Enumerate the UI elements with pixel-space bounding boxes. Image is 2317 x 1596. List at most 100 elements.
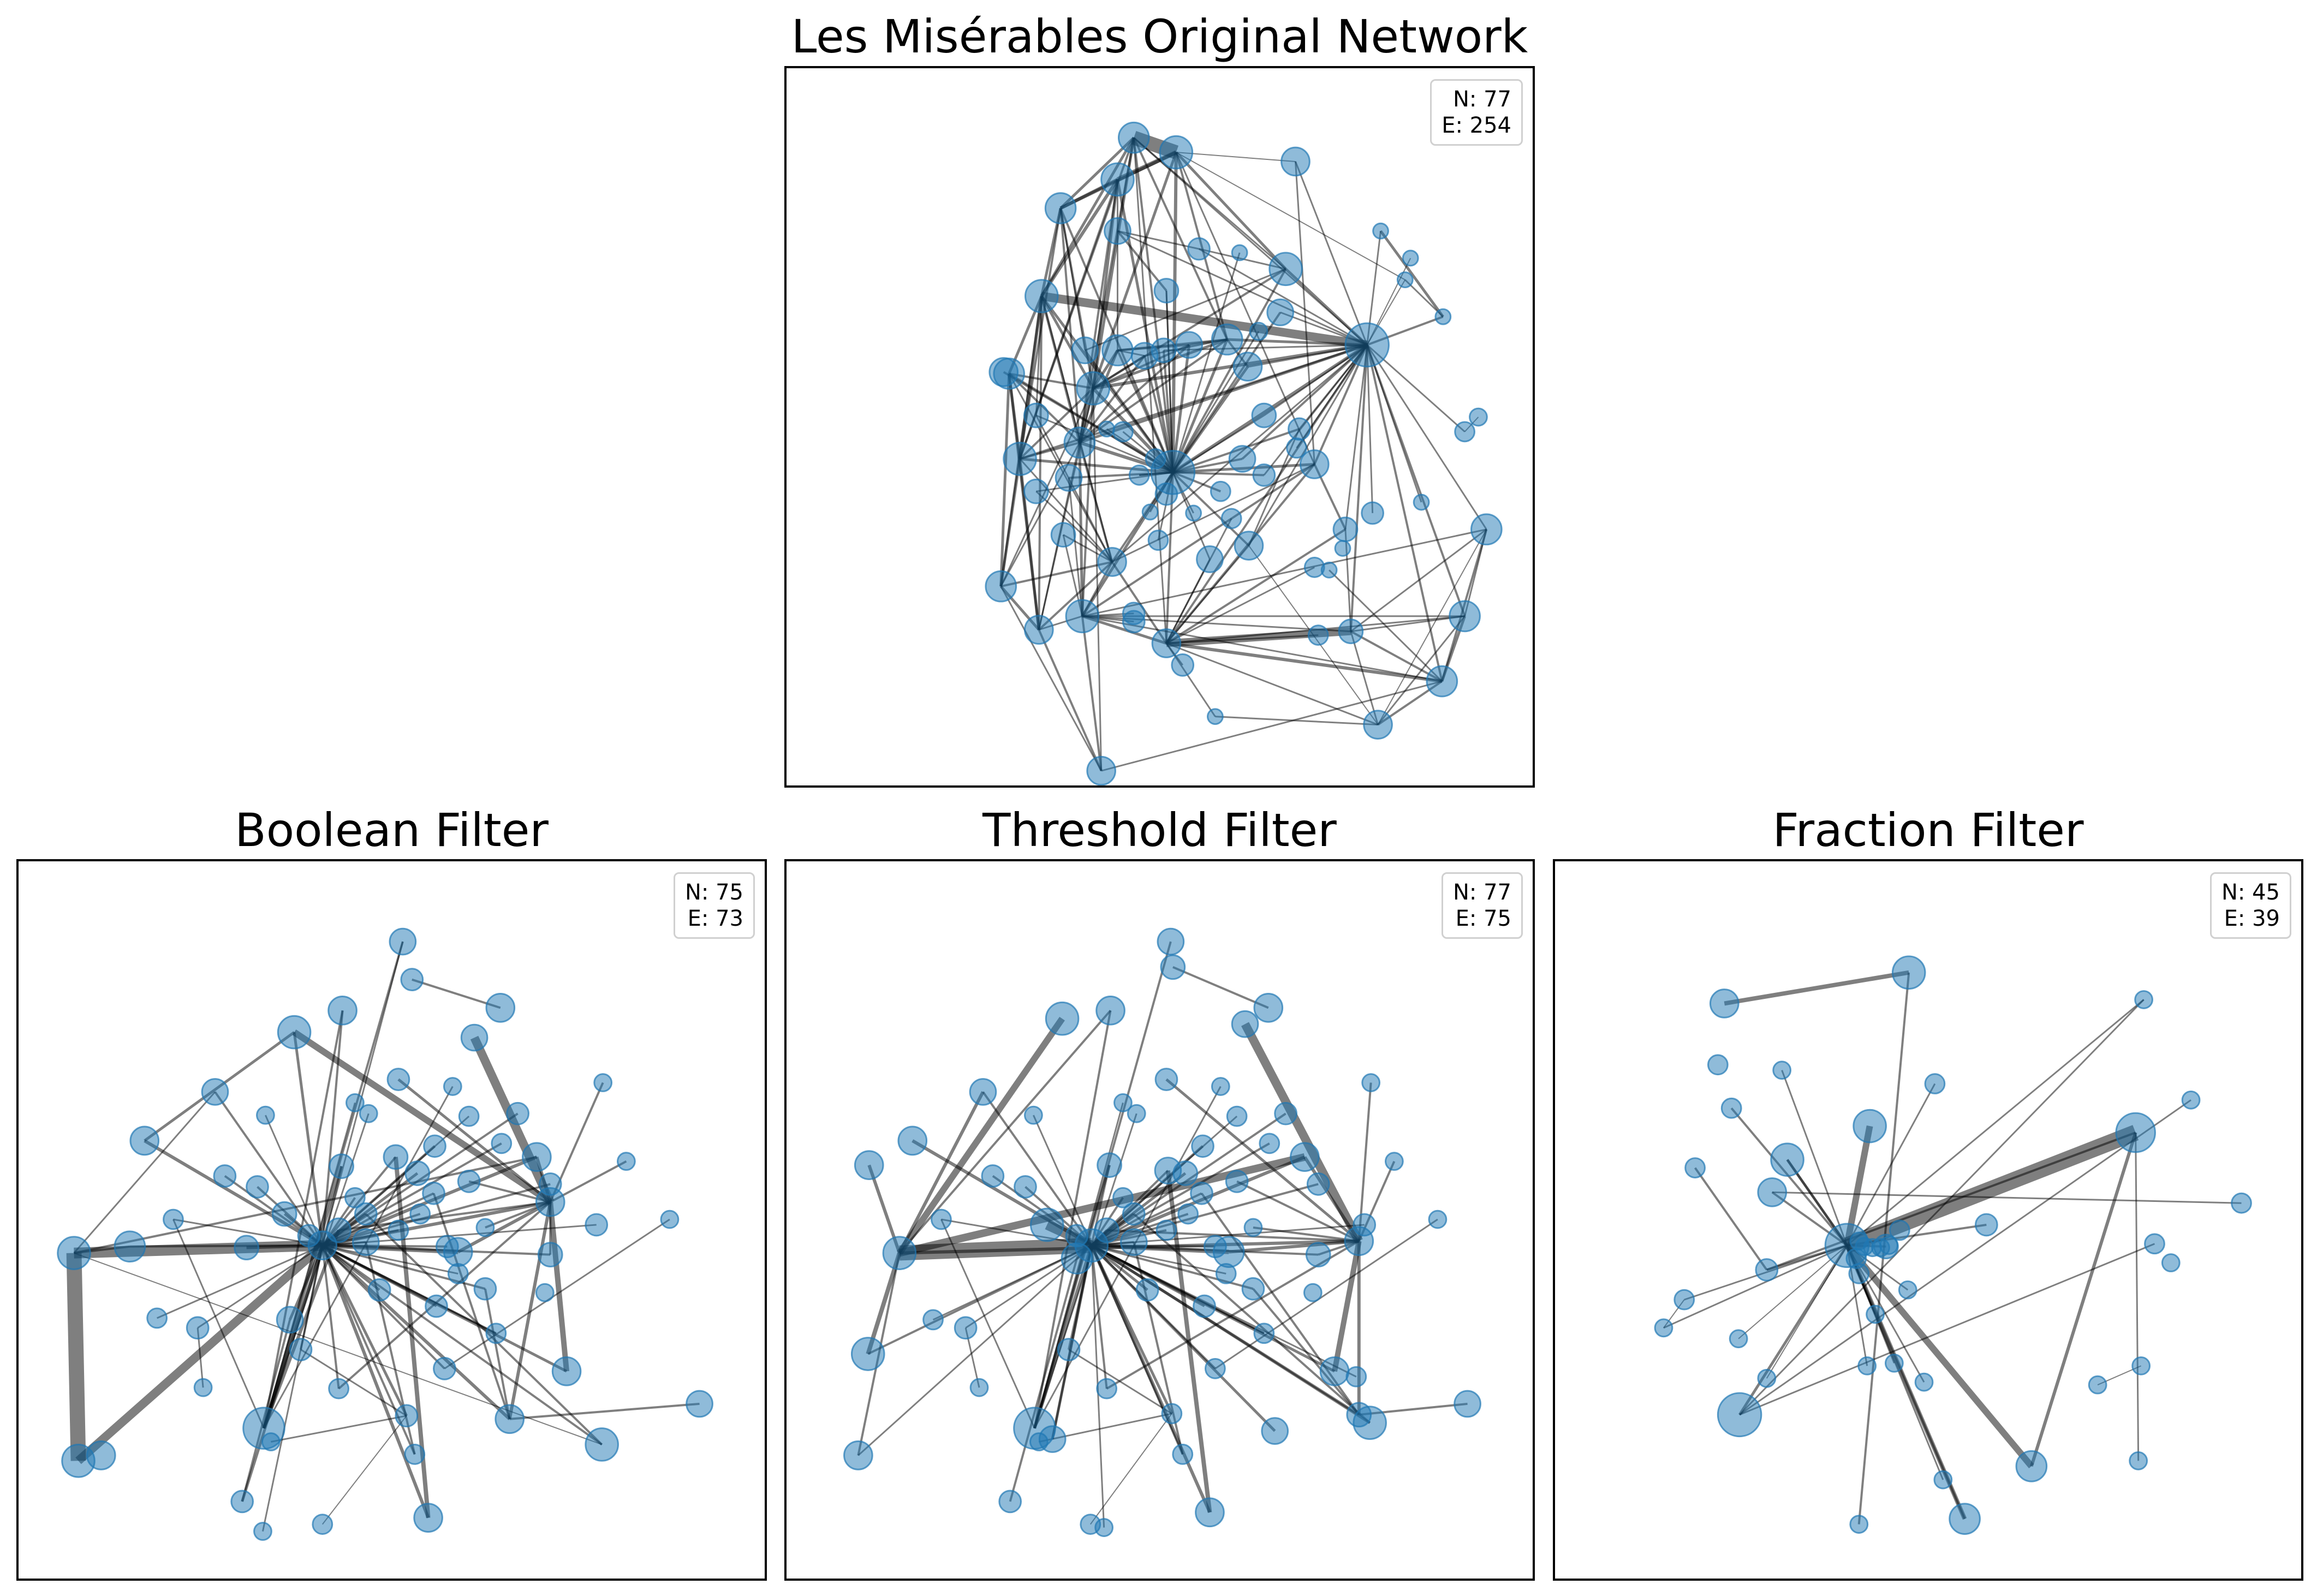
original-node — [1249, 321, 1268, 341]
original-node — [1231, 244, 1248, 261]
original-node — [1396, 271, 1414, 289]
fraction-node — [1849, 1231, 1869, 1251]
original-edge — [1377, 529, 1487, 725]
threshold-node — [1045, 1001, 1080, 1036]
threshold-node — [1243, 1218, 1263, 1237]
original-node — [1251, 402, 1277, 428]
threshold-node — [1029, 1432, 1049, 1451]
threshold-node — [981, 1164, 1005, 1188]
threshold-node — [1241, 1277, 1265, 1301]
boolean-node — [386, 1068, 410, 1091]
original-edge — [1171, 339, 1229, 473]
original-edge — [1366, 344, 1487, 530]
fraction-edge — [1724, 970, 1909, 1006]
threshold-edge — [898, 1091, 985, 1254]
boolean-node — [146, 1307, 168, 1329]
original-node — [1206, 708, 1224, 725]
threshold-node — [1154, 1068, 1178, 1091]
original-edge — [1068, 478, 1083, 617]
boolean-edge — [271, 1415, 407, 1443]
fraction-edge — [1844, 1243, 2034, 1469]
fraction-node — [1717, 1392, 1762, 1438]
original-node — [1151, 628, 1182, 658]
original-edge — [1092, 338, 1228, 390]
boolean-node — [409, 1203, 431, 1225]
original-edge — [1366, 344, 1374, 514]
threshold-node — [897, 1125, 928, 1156]
fraction-edge — [1766, 1245, 1848, 1379]
boolean-node — [352, 1228, 380, 1256]
threshold-edge — [1033, 1115, 1093, 1246]
original-node — [1104, 217, 1131, 245]
boolean-node — [367, 1278, 391, 1302]
boolean-node — [400, 968, 424, 992]
original-edge — [1166, 642, 1379, 726]
fraction-node — [1772, 1061, 1792, 1080]
threshold-edge — [1091, 1142, 1270, 1247]
threshold-filter-graph — [843, 927, 1481, 1537]
original-edge — [1082, 528, 1487, 617]
boolean-edge — [300, 1349, 407, 1417]
boolean-edge — [263, 1010, 344, 1429]
original-node — [1286, 437, 1307, 459]
boolean-node — [425, 1294, 448, 1318]
boolean-edge — [412, 978, 501, 1009]
fraction-node — [2161, 1253, 2181, 1272]
original-node — [1434, 308, 1452, 325]
threshold-node — [1135, 1278, 1159, 1302]
fraction-node — [1891, 955, 1926, 990]
original-node — [1268, 252, 1303, 287]
threshold-panel-title: Threshold Filter — [982, 803, 1337, 857]
threshold-node — [1353, 1213, 1377, 1237]
fraction-edge — [1766, 1132, 2136, 1271]
threshold-node — [1231, 1010, 1259, 1038]
threshold-node — [969, 1378, 989, 1397]
threshold-node — [1345, 1366, 1367, 1387]
original-panel-title: Les Misérables Original Network — [791, 10, 1528, 63]
boolean-node — [57, 1236, 91, 1270]
threshold-edge — [1089, 1413, 1172, 1525]
boolean-edge — [397, 1078, 551, 1204]
boolean-node — [271, 1201, 297, 1227]
boolean-edge — [444, 1218, 670, 1369]
boolean-node — [395, 1404, 419, 1428]
boolean-node — [388, 1219, 409, 1241]
threshold-node — [1112, 1187, 1134, 1208]
fraction-node — [2231, 1192, 2252, 1214]
original-node — [1210, 480, 1231, 502]
fraction-node — [1884, 1354, 1904, 1373]
original-edge — [1117, 230, 1368, 346]
original-edge — [1111, 561, 1168, 644]
original-node — [1025, 279, 1059, 313]
threshold-edge — [1228, 1239, 1360, 1254]
original-node — [1402, 249, 1419, 267]
boolean-edge — [365, 1213, 603, 1445]
original-edge — [1111, 463, 1315, 563]
original-node — [1211, 323, 1243, 356]
fraction-node-count: N: 45 — [2221, 880, 2280, 905]
original-node — [1097, 547, 1127, 577]
boolean-edge — [321, 1244, 511, 1420]
original-edge — [1092, 268, 1286, 390]
fraction-node — [1720, 1097, 1742, 1119]
original-node — [1220, 508, 1242, 529]
boolean-node-count: N: 75 — [684, 880, 743, 905]
boolean-node — [230, 1490, 254, 1514]
original-node — [1280, 146, 1311, 177]
threshold-node — [1259, 1133, 1280, 1154]
fraction-node — [1857, 1356, 1877, 1375]
threshold-node — [1253, 993, 1284, 1023]
original-edge — [1166, 634, 1319, 645]
boolean-edge — [457, 1200, 551, 1254]
threshold-node — [1361, 1073, 1381, 1092]
threshold-node — [1097, 1152, 1122, 1178]
boolean-node — [537, 1242, 563, 1267]
threshold-node — [1127, 1104, 1146, 1123]
boolean-node — [443, 1077, 462, 1096]
fraction-node — [1933, 1470, 1953, 1490]
boolean-edge — [321, 1244, 603, 1446]
fraction-edge — [1663, 1244, 1848, 1329]
boolean-node — [433, 1356, 456, 1380]
original-network-graph — [985, 121, 1503, 785]
threshold-node — [1113, 1093, 1133, 1112]
